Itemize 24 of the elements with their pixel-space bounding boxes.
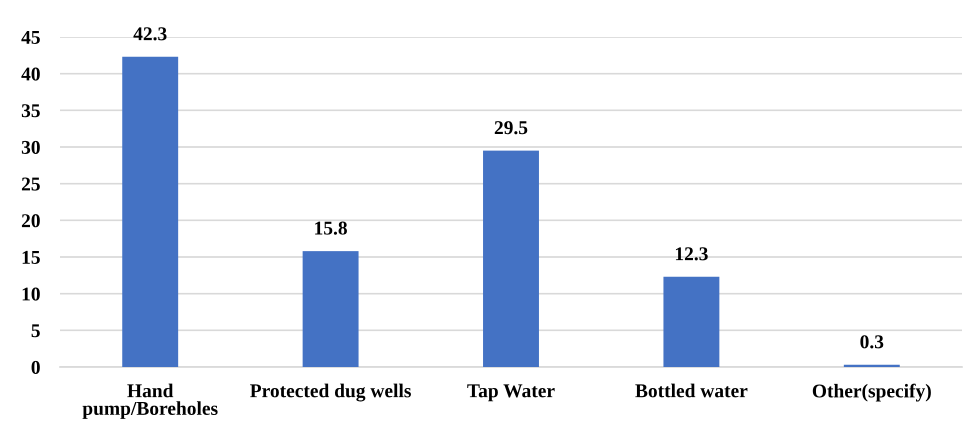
y-tick-label: 30 <box>22 140 40 154</box>
y-tick-label: 10 <box>22 287 40 301</box>
y-tick-label: 5 <box>32 324 40 338</box>
data-label: 0.3 <box>860 335 884 348</box>
y-tick-label: 25 <box>22 178 40 191</box>
x-tick-label: Tap Water <box>467 384 555 402</box>
y-tick-label: 0 <box>32 360 40 374</box>
x-tick-label: Other(specify) <box>812 384 931 402</box>
y-tick-label: 35 <box>22 104 40 118</box>
data-label: 29.5 <box>494 121 528 134</box>
bar <box>663 276 720 367</box>
bar <box>302 251 359 367</box>
y-tick-label: 15 <box>22 250 40 264</box>
y-tick-label: 45 <box>21 30 40 44</box>
data-label: 42.3 <box>133 27 167 40</box>
bar <box>483 150 539 367</box>
x-tick-label: Hand pump/Boreholes <box>82 384 218 419</box>
data-label: 15.8 <box>315 222 347 235</box>
data-label: 12.3 <box>676 247 708 260</box>
x-tick-label: Protected dug wells <box>250 384 411 402</box>
x-tick-label: Bottled water <box>635 384 748 398</box>
y-tick-label: 40 <box>21 67 40 81</box>
y-tick-label: 20 <box>22 214 40 228</box>
bar <box>122 56 178 367</box>
